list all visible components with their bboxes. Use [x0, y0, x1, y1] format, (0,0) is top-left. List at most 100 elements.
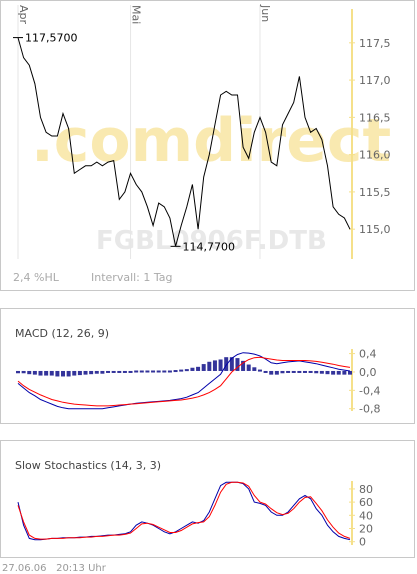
histogram-bar: [331, 370, 336, 375]
stochastics-title: Slow Stochastics (14, 3, 3): [15, 459, 161, 472]
histogram-bar: [342, 370, 347, 375]
histogram-bar: [246, 364, 251, 371]
histogram-bar: [16, 370, 20, 374]
histogram-bar: [224, 357, 229, 371]
y-tick-label: -0,8: [359, 403, 380, 416]
histogram-bar: [314, 370, 319, 374]
footer: 27.06.06 20:13 Uhr: [2, 563, 106, 574]
histogram-bar: [162, 370, 167, 373]
histogram-bar: [212, 360, 217, 371]
histogram-bar: [173, 370, 178, 373]
histogram-bar: [61, 370, 66, 377]
y-tick-label: 116,5: [359, 111, 391, 124]
y-tick-label: 60: [359, 496, 373, 509]
y-tick-label: 20: [359, 523, 373, 536]
histogram-bar: [145, 370, 150, 373]
histogram-bar: [66, 370, 71, 377]
y-tick-label: 117,0: [359, 74, 391, 87]
histogram-bar: [44, 370, 49, 376]
histogram-bar: [184, 369, 189, 372]
y-tick-label: 117,5: [359, 37, 391, 50]
histogram-bar: [297, 370, 302, 373]
histogram-bar: [139, 370, 144, 373]
macd-title: MACD (12, 26, 9): [15, 327, 110, 340]
interval-label: Intervall: 1 Tag: [91, 271, 173, 284]
histogram-bar: [89, 370, 94, 375]
macd-series-line: [17, 352, 351, 410]
price-chart-panel: .comdirect FGBL0906F.DTB Apr Mai Jun 117,5 117…: [0, 0, 415, 291]
hl-label: 2,4 %HL: [13, 271, 59, 284]
histogram-bar: [348, 370, 352, 375]
histogram-bar: [269, 370, 274, 375]
histogram-bar: [134, 370, 139, 373]
macd-panel: 0,4 0,0 -0,4 -0,8 MACD (12, 26, 9): [0, 308, 415, 424]
histogram-bar: [201, 364, 206, 371]
histogram-bar: [252, 367, 257, 371]
high-annotation-label: 117,5700: [25, 32, 78, 45]
histogram-bar: [229, 357, 234, 371]
histogram-bar: [302, 370, 307, 373]
histogram-bar: [280, 370, 285, 374]
price-series-line: [17, 37, 351, 247]
histogram-bar: [21, 370, 26, 374]
stochastics-panel: 80 60 40 20 0 Slow Stochastics (14, 3, 3): [0, 440, 415, 558]
y-tick-label: 115,5: [359, 186, 391, 199]
histogram-bar: [190, 367, 195, 371]
histogram-bar: [319, 370, 324, 374]
histogram-bar: [263, 370, 268, 373]
histogram-bar: [122, 370, 127, 373]
histogram-bar: [218, 359, 223, 371]
histogram-bar: [106, 370, 111, 373]
histogram-bar: [117, 370, 122, 373]
histogram-bar: [336, 370, 341, 375]
histogram-bar: [196, 366, 201, 371]
k-series-line: [17, 481, 351, 541]
x-tick-label: Jun: [259, 4, 272, 22]
histogram-bar: [27, 370, 32, 375]
x-tick-label: Mai: [130, 5, 143, 24]
histogram-bar: [38, 370, 43, 376]
histogram-bar: [32, 370, 37, 375]
histogram-bar: [308, 370, 313, 373]
histogram-bar: [111, 370, 116, 373]
histogram-bar: [325, 370, 330, 375]
y-tick-label: -0,4: [359, 384, 380, 397]
histogram-bar: [235, 358, 240, 371]
y-tick-label: 0,4: [359, 348, 377, 361]
histogram-bar: [274, 370, 279, 375]
histogram-bar: [241, 360, 246, 371]
histogram-bar: [207, 361, 212, 371]
d-series-line: [17, 481, 351, 540]
low-annotation-label: 114,7700: [183, 240, 236, 253]
histogram-bar: [291, 370, 296, 373]
y-tick-label: 115,0: [359, 223, 391, 236]
footer-date: 27.06.06: [2, 563, 47, 574]
histogram-bar: [151, 370, 156, 373]
histogram-bar: [167, 370, 172, 373]
histogram-bar: [179, 369, 184, 372]
histogram-bar: [83, 370, 88, 375]
y-tick-label: 0,0: [359, 366, 377, 379]
watermark-symbol: FGBL0906F.DTB: [96, 226, 327, 256]
histogram-bar: [94, 370, 99, 374]
x-tick-label: Apr: [17, 5, 30, 25]
histogram-bar: [156, 370, 161, 373]
histogram-bar: [128, 370, 133, 373]
footer-time: 20:13 Uhr: [56, 563, 106, 574]
y-tick-label: 116,0: [359, 149, 391, 162]
histogram-bar: [49, 370, 54, 376]
watermark-brand: .comdirect: [31, 106, 391, 176]
histogram-bar: [100, 370, 105, 374]
price-chart: .comdirect FGBL0906F.DTB Apr Mai Jun 117,5 117…: [13, 4, 391, 259]
histogram-bar: [77, 370, 82, 376]
histogram-bar: [257, 369, 262, 372]
histogram-bar: [72, 370, 77, 376]
y-tick-label: 40: [359, 509, 373, 522]
histogram-bar: [286, 370, 291, 373]
signal-series-line: [17, 356, 351, 407]
y-tick-label: 80: [359, 483, 373, 496]
macd-chart: 0,4 0,0 -0,4 -0,8: [16, 348, 380, 416]
histogram-bar: [55, 370, 60, 377]
y-tick-label: 0: [359, 536, 366, 549]
